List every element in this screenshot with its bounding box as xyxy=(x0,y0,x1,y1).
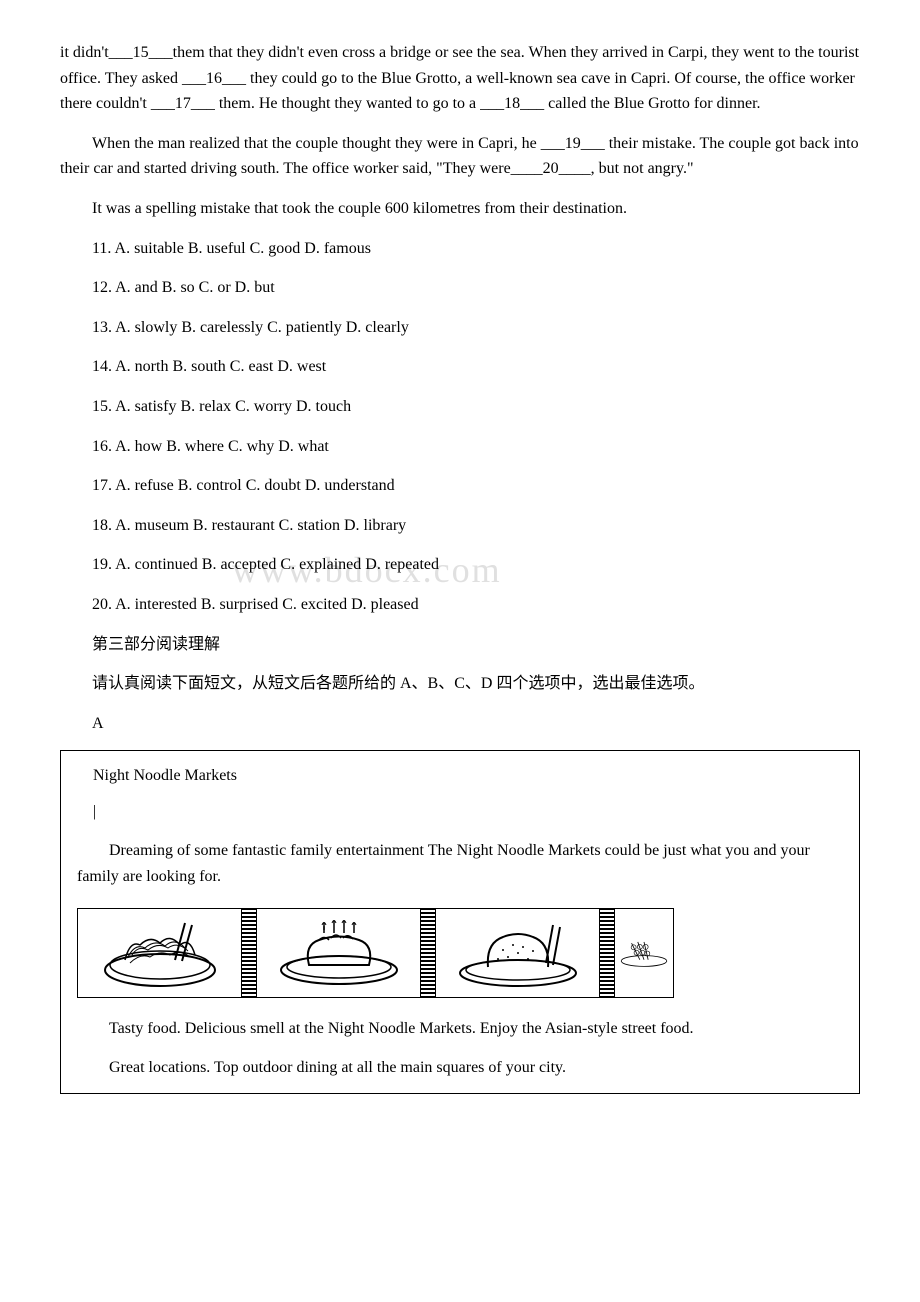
question-17: 17. A. refuse B. control C. doubt D. und… xyxy=(60,473,860,499)
question-14: 14. A. north B. south C. east D. west xyxy=(60,354,860,380)
passage-a-label: A xyxy=(60,711,860,737)
food-skewer-icon xyxy=(614,908,674,998)
food-dumpling-icon xyxy=(256,908,421,998)
question-13: 13. A. slowly B. carelessly C. patiently… xyxy=(60,315,860,341)
question-20: 20. A. interested B. surprised C. excite… xyxy=(60,592,860,618)
divider-1 xyxy=(242,908,256,998)
night-noodle-box: Night Noodle Markets | Dreaming of some … xyxy=(60,750,860,1094)
question-12: 12. A. and B. so C. or D. but xyxy=(60,275,860,301)
divider-3 xyxy=(600,908,614,998)
passage-paragraph-1: it didn't___15___them that they didn't e… xyxy=(60,40,860,117)
food-illustrations-row xyxy=(77,908,843,998)
question-19: 19. A. continued B. accepted C. explaine… xyxy=(92,556,439,573)
box-paragraph-2: Tasty food. Delicious smell at the Night… xyxy=(77,1016,843,1042)
box-paragraph-1: Dreaming of some fantastic family entert… xyxy=(77,838,843,889)
passage-paragraph-3: It was a spelling mistake that took the … xyxy=(60,196,860,222)
passage-paragraph-2: When the man realized that the couple th… xyxy=(60,131,860,182)
box-paragraph-3: Great locations. Top outdoor dining at a… xyxy=(77,1055,843,1081)
question-18: 18. A. museum B. restaurant C. station D… xyxy=(60,513,860,539)
section-3-heading: 第三部分阅读理解 xyxy=(60,632,860,658)
question-11: 11. A. suitable B. useful C. good D. fam… xyxy=(60,236,860,262)
divider-2 xyxy=(421,908,435,998)
section-3-instruction: 请认真阅读下面短文，从短文后各题所给的 A、B、C、D 四个选项中，选出最佳选项… xyxy=(60,671,860,697)
food-noodles-icon xyxy=(77,908,242,998)
question-15: 15. A. satisfy B. relax C. worry D. touc… xyxy=(60,394,860,420)
question-19-row: www.bdocx.com 19. A. continued B. accept… xyxy=(60,552,860,578)
question-16: 16. A. how B. where C. why D. what xyxy=(60,434,860,460)
box-title: Night Noodle Markets xyxy=(77,763,843,789)
box-bar: | xyxy=(77,799,843,825)
food-rice-icon xyxy=(435,908,600,998)
